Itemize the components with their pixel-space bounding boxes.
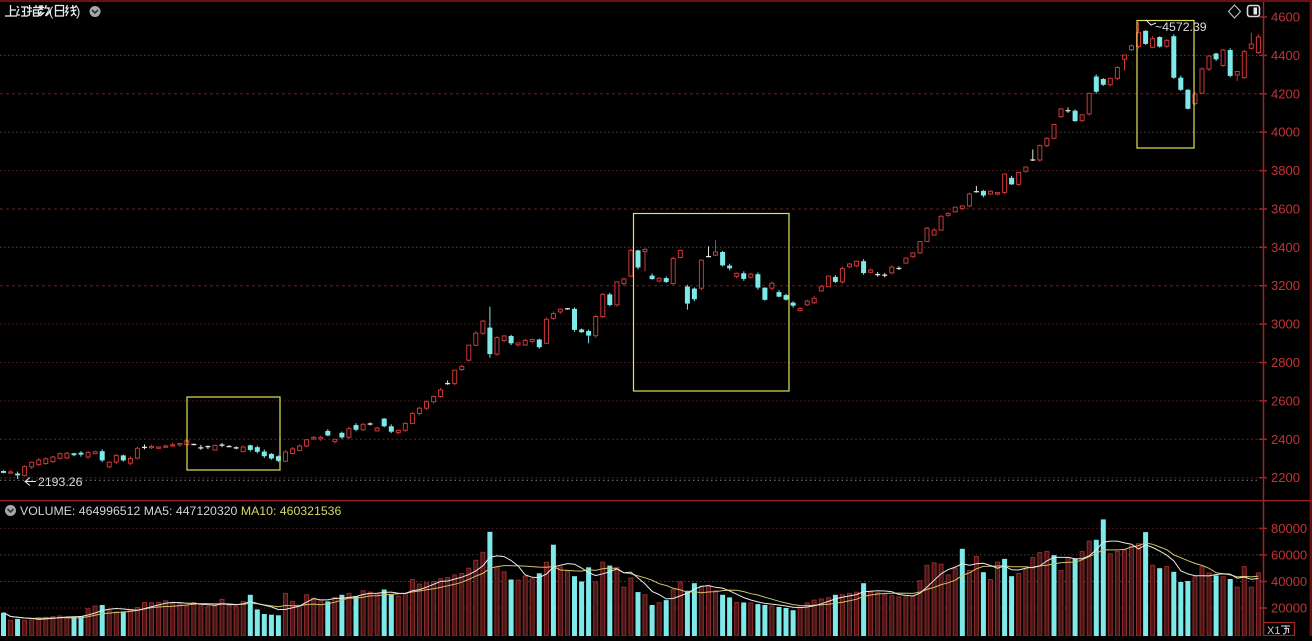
svg-text:X1: X1	[1267, 625, 1280, 636]
svg-text:3400: 3400	[1271, 240, 1300, 255]
svg-text:(: (	[49, 4, 54, 19]
svg-text:2200: 2200	[1271, 470, 1300, 485]
svg-text:3200: 3200	[1271, 278, 1300, 293]
svg-text:VOLUME: 464996512 MA5: 4471203: VOLUME: 464996512 MA5: 447120320 MA10: 4…	[20, 504, 341, 518]
svg-text:~4572.39: ~4572.39	[1155, 20, 1207, 34]
svg-text:80000: 80000	[1271, 521, 1307, 536]
svg-text:2193.26: 2193.26	[38, 475, 83, 489]
svg-text:3000: 3000	[1271, 317, 1300, 332]
svg-text:2600: 2600	[1271, 393, 1300, 408]
svg-text:20000: 20000	[1271, 601, 1307, 616]
svg-text:4200: 4200	[1271, 86, 1300, 101]
svg-text:2400: 2400	[1271, 432, 1300, 447]
svg-text:3800: 3800	[1271, 163, 1300, 178]
svg-text:4600: 4600	[1271, 10, 1300, 25]
svg-text:): )	[76, 4, 80, 19]
svg-text:4000: 4000	[1271, 125, 1300, 140]
svg-text:3600: 3600	[1271, 202, 1300, 217]
svg-text:40000: 40000	[1271, 574, 1307, 589]
svg-text:60000: 60000	[1271, 547, 1307, 562]
svg-text:2800: 2800	[1271, 355, 1300, 370]
svg-text:4400: 4400	[1271, 48, 1300, 63]
